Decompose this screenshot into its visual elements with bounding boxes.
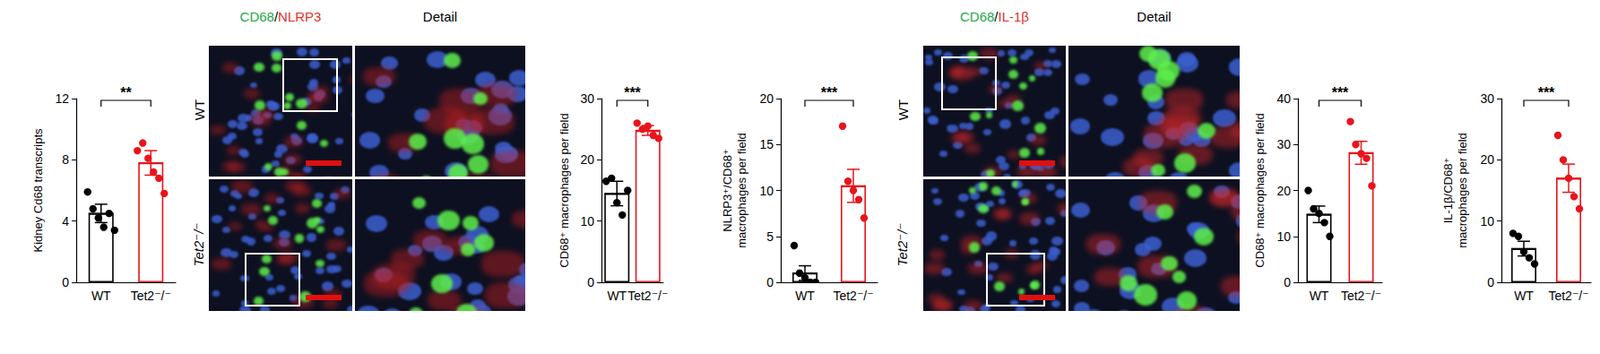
svg-text:WT: WT — [91, 288, 112, 303]
svg-text:0: 0 — [766, 275, 774, 290]
svg-text:0: 0 — [1487, 275, 1495, 290]
svg-text:WT: WT — [1513, 288, 1534, 303]
svg-text:macrophages per field: macrophages per field — [735, 132, 749, 249]
svg-text:30: 30 — [1276, 137, 1291, 152]
html-text:Tet2⁻/⁻: Tet2⁻/⁻ — [190, 222, 207, 267]
svg-text:***: *** — [1331, 85, 1350, 101]
svg-text:Tet2⁻/⁻: Tet2⁻/⁻ — [627, 288, 668, 303]
svg-text:12: 12 — [54, 91, 70, 106]
svg-text:WT: WT — [606, 288, 627, 303]
svg-text:Tet2⁻/⁻: Tet2⁻/⁻ — [1548, 288, 1589, 303]
svg-text:20: 20 — [759, 91, 774, 106]
svg-text:Tet2⁻/⁻: Tet2⁻/⁻ — [1340, 288, 1382, 303]
svg-text:CD68⁺ macrophages per field: CD68⁺ macrophages per field — [1253, 112, 1267, 268]
svg-text:5: 5 — [766, 229, 774, 244]
svg-text:0: 0 — [61, 275, 70, 290]
svg-text:Kidney Cd68 transcripts: Kidney Cd68 transcripts — [31, 128, 45, 253]
html-text:Detail: Detail — [422, 8, 458, 25]
svg-text:15: 15 — [759, 137, 774, 152]
svg-text:10: 10 — [579, 214, 595, 229]
svg-text:WT: WT — [795, 288, 815, 303]
html-text:WT: WT — [895, 99, 911, 121]
svg-text:***: *** — [623, 85, 641, 101]
svg-text:IL-1β/CD68⁺: IL-1β/CD68⁺ — [1441, 157, 1455, 225]
svg-text:Tet2⁻/⁻: Tet2⁻/⁻ — [832, 288, 874, 303]
svg-text:20: 20 — [579, 152, 595, 167]
svg-text:30: 30 — [1479, 91, 1495, 106]
svg-text:4: 4 — [61, 214, 70, 229]
svg-text:30: 30 — [579, 91, 595, 106]
svg-text:0: 0 — [1283, 275, 1291, 290]
html-text:WT: WT — [191, 99, 207, 121]
svg-text:8: 8 — [61, 152, 70, 167]
svg-text:***: *** — [1538, 85, 1556, 101]
svg-text:20: 20 — [1276, 183, 1291, 199]
html-text:CD68 / NLRP3: CD68 / NLRP3 — [239, 8, 322, 25]
svg-text:0: 0 — [587, 275, 595, 290]
svg-text:macrophages per field: macrophages per field — [1455, 132, 1470, 249]
svg-text:10: 10 — [1479, 214, 1495, 229]
svg-text:WT: WT — [1309, 288, 1330, 303]
svg-text:40: 40 — [1276, 91, 1291, 106]
svg-text:***: *** — [821, 85, 839, 101]
html-text:Tet2⁻/⁻: Tet2⁻/⁻ — [894, 222, 910, 267]
svg-text:Tet2⁻/⁻: Tet2⁻/⁻ — [130, 288, 172, 303]
svg-text:10: 10 — [759, 183, 774, 199]
svg-text:20: 20 — [1479, 152, 1495, 167]
svg-text:**: ** — [120, 85, 132, 101]
html-text:CD68 / IL-1β: CD68 / IL-1β — [960, 8, 1030, 25]
svg-text:10: 10 — [1276, 229, 1291, 244]
svg-text:CD68⁺ macrophages per field: CD68⁺ macrophages per field — [557, 112, 571, 268]
html-text:Detail: Detail — [1136, 8, 1172, 25]
svg-text:NLRP3⁺/CD68⁺: NLRP3⁺/CD68⁺ — [720, 148, 735, 232]
